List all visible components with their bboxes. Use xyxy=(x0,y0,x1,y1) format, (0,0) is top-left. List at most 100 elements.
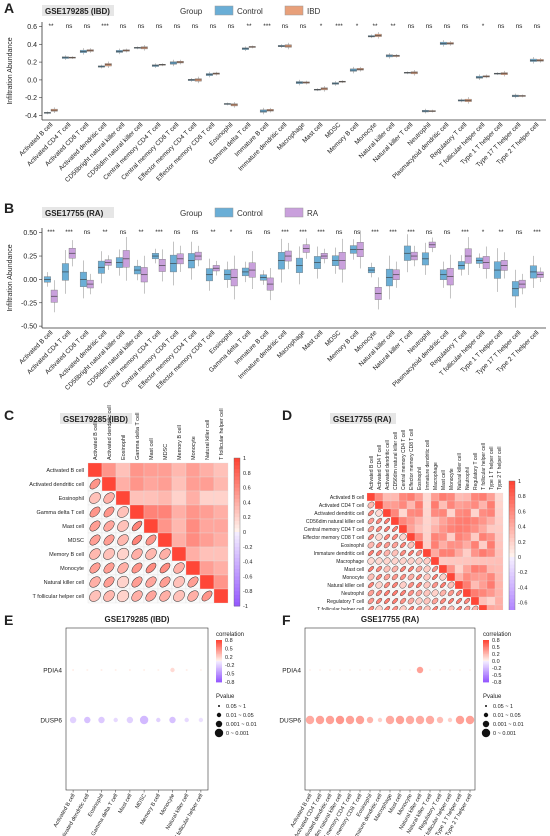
ellipse-7-5 xyxy=(159,562,171,574)
col-label-7: Immature dendritic cell xyxy=(425,440,431,490)
ellipse-3-1 xyxy=(375,517,383,525)
col-label-16: Type 2 T helper cell xyxy=(497,447,503,490)
significance-18: *** xyxy=(371,229,379,236)
plot-area xyxy=(304,627,476,791)
colorbar-seg-15 xyxy=(216,661,222,663)
ellipse-6-0 xyxy=(89,548,101,560)
colorbar-seg-14 xyxy=(234,509,240,514)
cell-2-8 xyxy=(199,490,215,506)
col-label-14: T follicular helper cell xyxy=(481,443,487,490)
chart-title: GSE179285 (IBD) xyxy=(45,7,110,16)
cell-8-14 xyxy=(478,556,488,566)
colorbar-seg-9 xyxy=(483,652,489,655)
cell-2-3 xyxy=(129,490,145,506)
bubble-1-5 xyxy=(355,715,365,725)
cell-9-13 xyxy=(470,564,480,574)
colorbar-tick-4: 0.2 xyxy=(243,515,251,521)
cell-1-15 xyxy=(486,500,496,510)
ellipse-4-0 xyxy=(367,525,375,533)
boxplot-ra: GSE17755 (RA) Group Control RA -0.50 -0.25 0.0… xyxy=(7,207,546,392)
colorbar-seg-27 xyxy=(216,677,222,680)
colorbar-seg-11 xyxy=(509,522,515,528)
colorbar-seg-5 xyxy=(509,500,515,505)
ellipse-9-8 xyxy=(431,565,439,573)
col-label-9: Mast cell xyxy=(441,470,447,490)
colorbar-seg-24 xyxy=(509,572,515,577)
colorbar-seg-3 xyxy=(509,492,515,497)
cell-6-6 xyxy=(414,540,424,550)
significance-0: *** xyxy=(47,229,55,236)
colorbar-seg-14 xyxy=(483,659,489,662)
significance-27: *** xyxy=(533,229,541,236)
col-label-5: Effector memory CD8 T cell xyxy=(409,429,415,490)
col-label-3: CD56dim natural killer cell xyxy=(393,432,399,490)
colorbar-seg-26 xyxy=(234,554,240,559)
bubble-0-5 xyxy=(359,669,361,671)
colorbar-seg-6 xyxy=(216,648,222,651)
ellipse-11-2 xyxy=(383,581,391,589)
significance-19: *** xyxy=(389,229,397,236)
cell-11-15 xyxy=(486,580,496,590)
cell-3-3 xyxy=(390,516,400,526)
significance-6: *** xyxy=(155,229,163,236)
col-label-11: Natural killer cell xyxy=(457,453,463,490)
cell-5-10 xyxy=(446,532,456,542)
colorbar-tick-5: -0.8 xyxy=(225,680,234,686)
significance-7: ns xyxy=(174,229,182,236)
ellipse-14-0 xyxy=(367,605,375,610)
colorbar-seg-32 xyxy=(509,602,515,607)
cell-3-7 xyxy=(422,516,432,526)
cell-0-14 xyxy=(478,492,488,502)
plot-area xyxy=(65,627,209,791)
ellipse-2-0 xyxy=(89,492,101,504)
ellipse-5-1 xyxy=(103,534,115,546)
cell-4-5 xyxy=(157,518,173,534)
cell-0-8 xyxy=(199,462,215,478)
ellipse-11-5 xyxy=(407,581,415,589)
colorbar-seg-18 xyxy=(509,549,515,554)
ellipse-7-4 xyxy=(145,562,157,574)
colorbar-seg-0 xyxy=(483,640,489,642)
cell-6-14 xyxy=(478,540,488,550)
cell-2-12 xyxy=(462,508,472,518)
ellipse-6-4 xyxy=(145,548,157,560)
cell-7-7 xyxy=(422,548,432,558)
cell-7-10 xyxy=(446,548,456,558)
ellipse-5-2 xyxy=(117,534,129,546)
cell-8-8 xyxy=(430,556,440,566)
ellipse-5-2 xyxy=(383,533,391,541)
colorbar-seg-9 xyxy=(509,515,515,520)
colorbar-seg-28 xyxy=(234,561,240,566)
colorbar-seg-20 xyxy=(509,557,515,562)
ellipse-11-4 xyxy=(399,581,407,589)
significance-23: *** xyxy=(461,229,469,236)
cell-2-9 xyxy=(213,490,229,506)
colorbar-seg-27 xyxy=(509,583,515,588)
ellipse-4-2 xyxy=(384,526,390,532)
colorbar-seg-21 xyxy=(509,560,515,566)
cell-3-16 xyxy=(494,516,504,526)
ellipse-8-5 xyxy=(407,557,415,565)
cell-9-9 xyxy=(213,588,229,604)
gene-label-0: PDIA4 xyxy=(282,668,301,675)
title-background xyxy=(60,413,132,424)
colorbar-title: correlation xyxy=(483,632,511,638)
ellipse-12-0 xyxy=(367,589,375,597)
size-legend-title: Pvalue xyxy=(216,694,235,700)
ellipse-6-5 xyxy=(407,541,415,549)
cell-3-12 xyxy=(462,516,472,526)
colorbar-seg-19 xyxy=(509,553,515,558)
ellipse-13-4 xyxy=(399,597,407,605)
ellipse-9-0 xyxy=(368,566,374,572)
col-label-0: Activated B cell xyxy=(369,456,375,490)
ellipse-6-5 xyxy=(159,548,171,560)
colorbar-tick-0: 0.8 xyxy=(225,638,233,644)
colorbar-seg-20 xyxy=(234,532,240,537)
ellipse-4-0 xyxy=(89,520,101,532)
colorbar-seg-15 xyxy=(234,513,240,518)
legend-label-0: Control xyxy=(237,209,263,218)
bubble-1-2 xyxy=(325,715,335,725)
significance-21: ns xyxy=(426,229,434,236)
significance-15: *** xyxy=(317,229,325,236)
cell-10-14 xyxy=(478,572,488,582)
